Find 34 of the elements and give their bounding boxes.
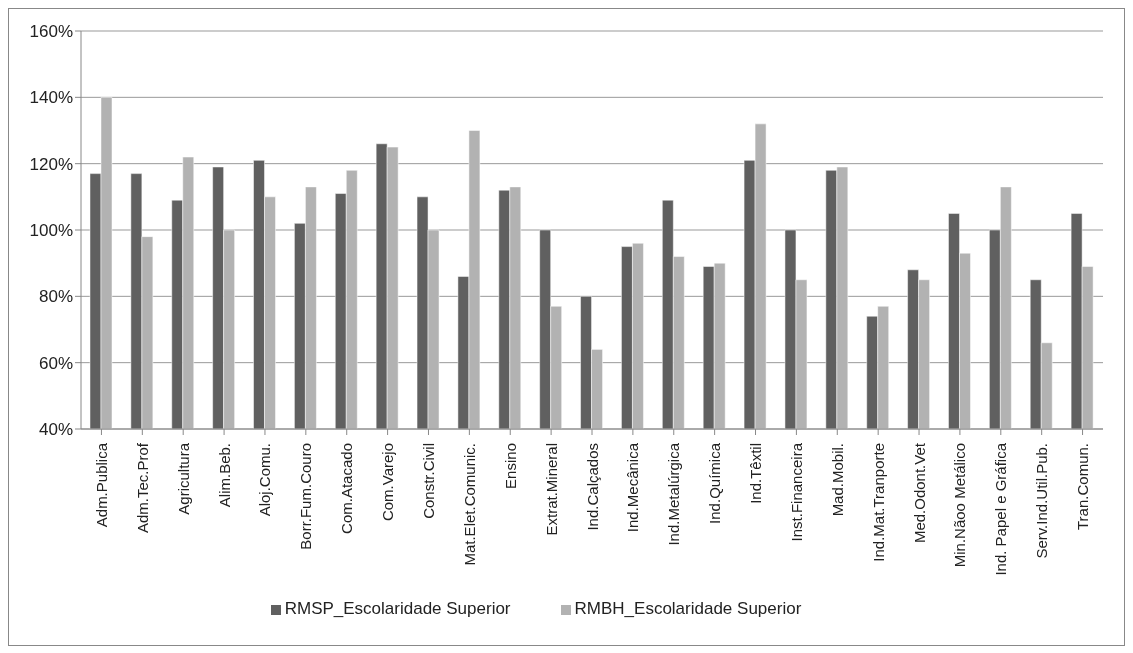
x-tick-label: Serv.Ind.Util.Pub. <box>1033 443 1051 559</box>
x-tick-label: Mad.Mobil. <box>828 443 846 517</box>
x-tick-label: Borr.Fum.Couro <box>297 443 315 550</box>
y-tick-label: 160% <box>29 22 73 42</box>
x-tick-label: Ind.Química <box>706 442 724 524</box>
x-tick-label: Ensino <box>501 443 519 489</box>
x-tick-label: Constr.Civil <box>419 443 437 519</box>
x-tick-label: Ind.Metalúrgica <box>665 442 683 546</box>
x-tick-label: Com.Atacado <box>338 443 356 534</box>
x-tick-label: Com.Varejo <box>379 443 397 522</box>
legend-label: RMSP_Escolaridade Superior <box>284 599 511 618</box>
y-tick-label: 60% <box>38 353 73 373</box>
x-tick-label: Adm.Tec.Prof <box>133 442 151 534</box>
x-tick-label: Mat.Elet.Comunic. <box>460 443 478 566</box>
x-tick-label: Ind.Mat.Tranporte <box>869 443 887 562</box>
x-tick-label: Extrat.Mineral <box>542 443 560 536</box>
x-tick-label: Med.Odont.Vet <box>910 442 928 544</box>
x-tick-label: Ind.Têxtil <box>747 443 765 504</box>
x-tick-label: Agricultura <box>174 442 192 515</box>
x-tick-label: Ind.Mecânica <box>624 442 642 533</box>
x-tick-label: Ind. Papel e Gráfica <box>992 442 1010 576</box>
legend-label: RMBH_Escolaridade Superior <box>574 599 802 618</box>
x-tick-label: Alim.Beb. <box>215 443 233 508</box>
y-tick-label: 80% <box>38 287 73 307</box>
x-tick-label: Min.Nãoo Metálico <box>951 443 969 568</box>
y-tick-label: 120% <box>29 154 73 174</box>
y-tick-label: 100% <box>29 221 73 241</box>
x-tick-label: Ind.Calçados <box>583 443 601 531</box>
x-tick-label: Aloj.Comu. <box>256 443 274 517</box>
x-tick-label: Inst.Financeira <box>787 442 805 542</box>
x-tick-label: Adm.Publica <box>92 442 110 528</box>
x-tick-label: Tran.Comun. <box>1074 443 1092 530</box>
y-tick-label: 140% <box>29 88 73 108</box>
y-tick-label: 40% <box>38 420 73 440</box>
